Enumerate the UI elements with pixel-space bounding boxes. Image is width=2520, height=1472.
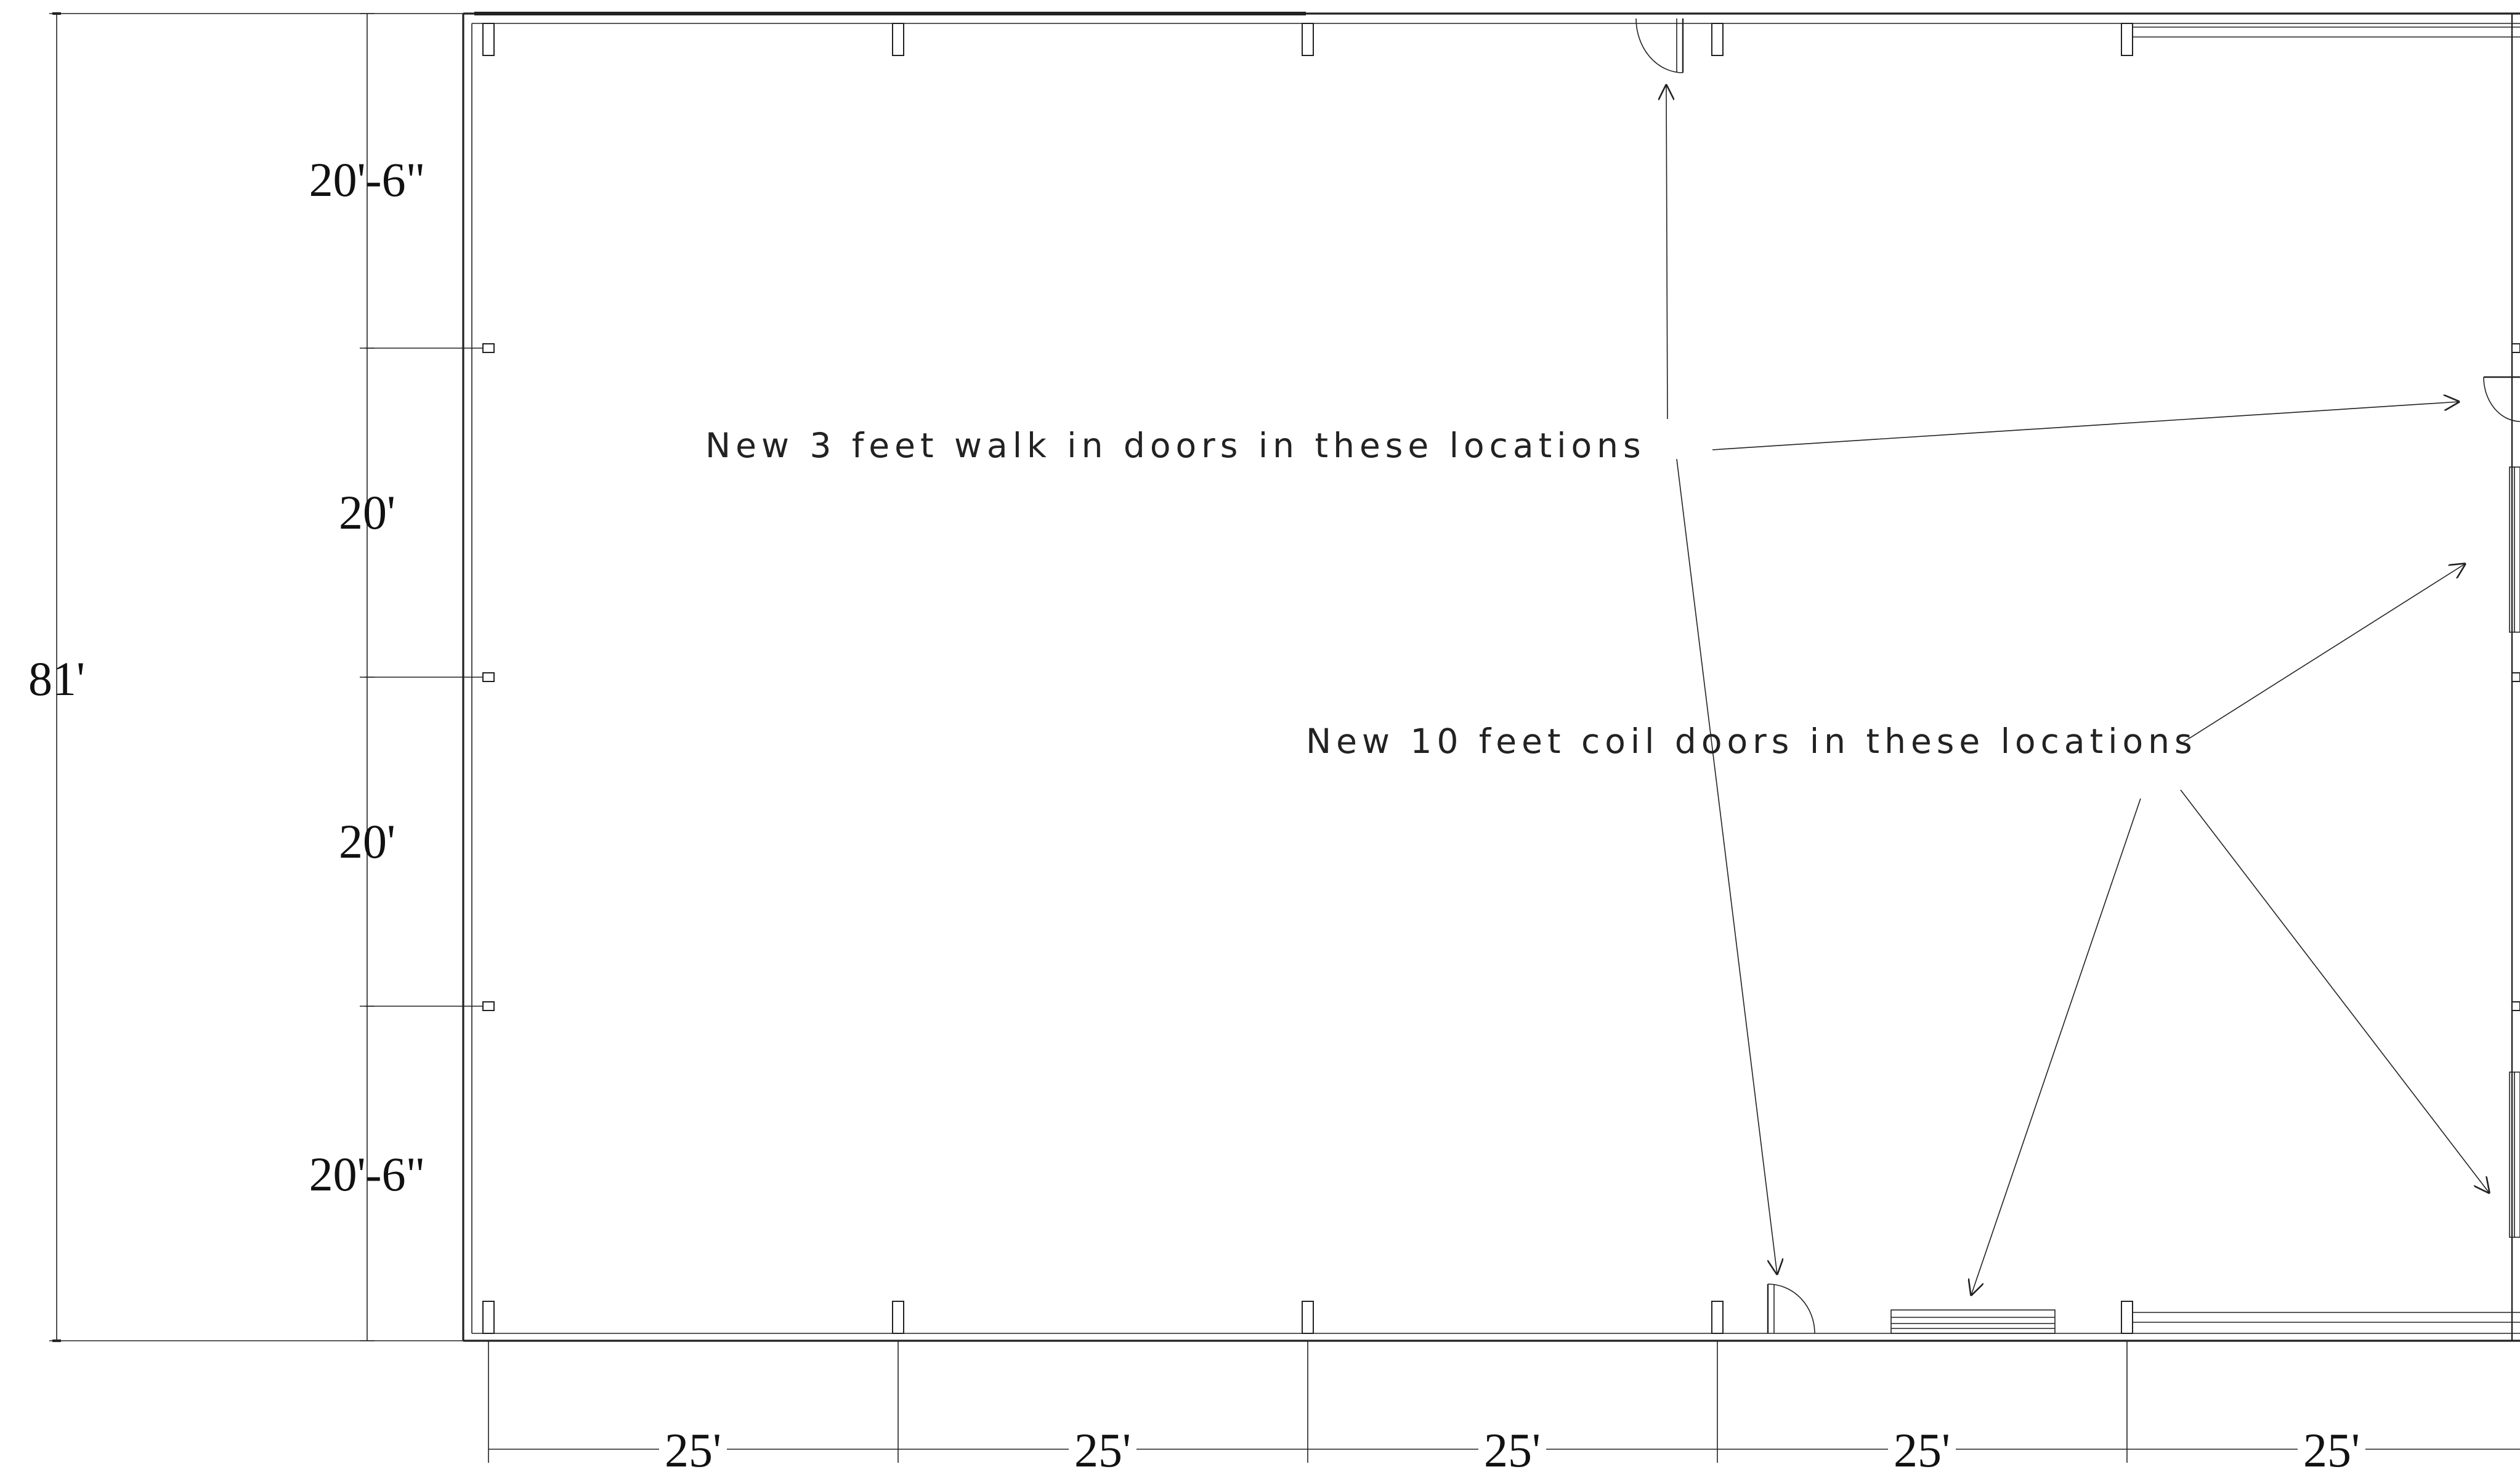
coil-door-bottom <box>1890 1309 2056 1334</box>
leader-arrows-coil <box>1971 564 2489 1295</box>
columns-left <box>365 343 495 1011</box>
leader-arrows-walk-in <box>1666 85 2459 1274</box>
dimension-bottom-3-label: 25' <box>1484 1423 1541 1472</box>
dimension-bay-4-label: 20'-6" <box>309 1147 426 1201</box>
dimension-overall-height: 81' <box>28 12 463 1343</box>
dimension-bay-3-label: 20' <box>339 815 395 868</box>
dimension-bays-left: 20'-6" 20' 20' 20'-6" <box>309 13 426 1341</box>
columns-right <box>2511 343 2520 1011</box>
note-coil-doors: New 10 feet coil doors in these location… <box>1306 722 2197 761</box>
building-walls <box>462 12 2520 1342</box>
dimension-bottom-2-label: 25' <box>1074 1423 1131 1472</box>
walk-in-door-right <box>2483 376 2520 422</box>
dimension-bay-2-label: 20' <box>339 486 395 539</box>
dimension-bay-1-label: 20'-6" <box>309 153 426 206</box>
coil-door-right-lower <box>2509 1071 2520 1238</box>
walk-in-door-bottom <box>1767 1283 1815 1334</box>
dimension-overall-height-label: 81' <box>28 652 85 706</box>
dimension-bays-bottom: 25' 25' 25' 25' 25' <box>488 1341 2520 1472</box>
walk-in-door-top <box>1635 18 1684 73</box>
dimension-bottom-1-label: 25' <box>665 1423 721 1472</box>
coil-door-right-upper <box>2509 466 2520 633</box>
overhead-door-top <box>2132 26 2520 38</box>
note-walk-in-doors: New 3 feet walk in doors in these locati… <box>705 426 1646 465</box>
overhead-door-bottom <box>2132 1312 2520 1323</box>
columns-top <box>482 23 2133 56</box>
dimension-bottom-4-label: 25' <box>1894 1423 1950 1472</box>
dimension-bottom-5-label: 25' <box>2303 1423 2360 1472</box>
columns-bottom <box>482 1301 2133 1334</box>
